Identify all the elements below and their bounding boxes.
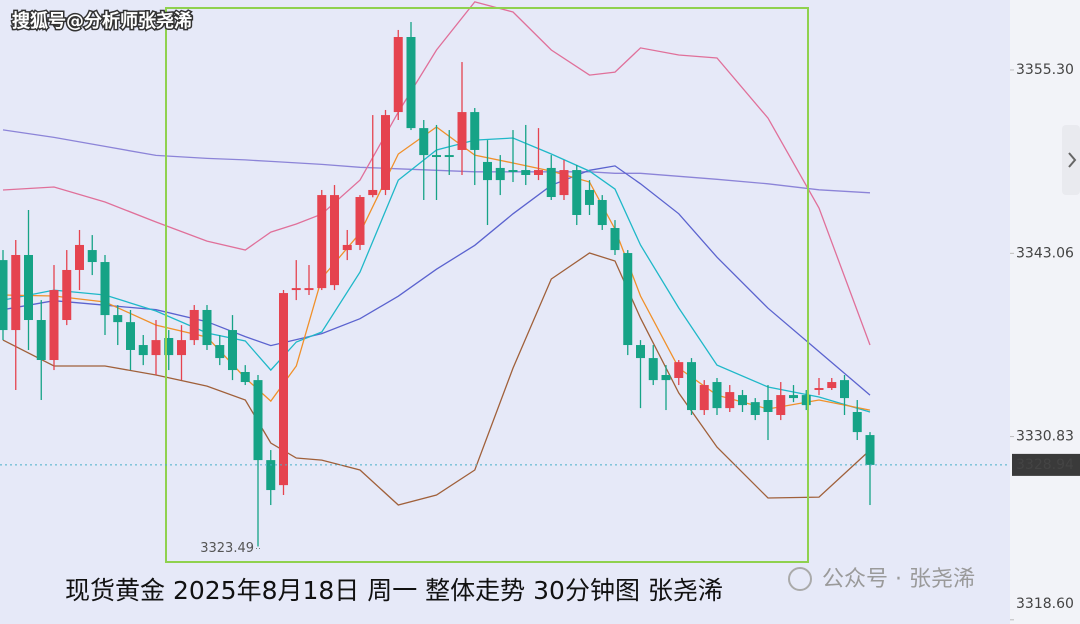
candle-body (330, 195, 339, 286)
candle-body (801, 395, 811, 406)
candle-body (393, 37, 403, 113)
candle-body (610, 228, 620, 251)
candle-body (279, 293, 288, 486)
candle-body (368, 189, 378, 196)
candle-body (11, 254, 21, 331)
candle-body (712, 382, 722, 409)
candle-body (852, 412, 862, 433)
candle-body (215, 345, 225, 359)
candle-body (419, 128, 429, 156)
low-annotation: 3323.49 (200, 541, 254, 556)
candle-body (291, 288, 301, 291)
candle-body (725, 392, 735, 409)
y-axis: 3355.30 3343.06 3330.83 3318.60 3328.94 3323.… (0, 62, 1080, 621)
candle-body (444, 155, 454, 158)
watermark: 搜狐号@分析师张尧浠 (12, 10, 192, 32)
candle-body (661, 374, 671, 381)
source-icon (788, 567, 812, 591)
candle-body (0, 260, 8, 331)
plot-background (0, 0, 1010, 624)
candle-body (559, 170, 569, 196)
candle-body (49, 290, 59, 361)
candle-body (776, 395, 786, 416)
candle-body (189, 309, 199, 341)
candle-body (840, 380, 849, 399)
candle-body (470, 112, 480, 150)
candle-body (572, 170, 582, 215)
candle-body (814, 388, 824, 390)
indicator-line (2, 1, 871, 346)
candle-body (406, 37, 416, 129)
candle-body (699, 385, 709, 411)
candle-body (381, 115, 390, 190)
candle-body (253, 380, 263, 461)
candle-body (648, 358, 658, 381)
candle-body (304, 288, 314, 291)
candle-body (789, 395, 798, 399)
current-price-label: 3328.94 (1016, 457, 1074, 473)
candle-body (87, 250, 97, 263)
candle-body (623, 253, 633, 346)
candle-body (457, 112, 467, 150)
candle-body (597, 200, 607, 226)
candle-body (636, 345, 645, 359)
candle-body (317, 195, 327, 289)
candle-body (508, 170, 518, 172)
chart-title: 现货黄金 2025年8月18日 周一 整体走势 30分钟图 张尧浠 (65, 576, 723, 605)
candle-body (75, 244, 84, 270)
candle-body (585, 189, 594, 205)
candle-body (36, 320, 46, 361)
expand-button[interactable] (1062, 125, 1080, 195)
candle-body (100, 262, 110, 316)
candle-body (534, 170, 543, 175)
candle-body (495, 167, 505, 181)
source: 公众号 · 张尧浠 (822, 567, 975, 592)
candles (0, 22, 875, 547)
candle-body (827, 382, 837, 389)
candle-body (342, 244, 352, 251)
candle-body (240, 372, 250, 383)
candle-body (266, 460, 276, 491)
y-tick-label: 3343.06 (1016, 245, 1074, 261)
candle-body (24, 254, 33, 321)
candle-body (113, 315, 123, 323)
candle-body (546, 167, 556, 198)
candle-body (521, 170, 531, 175)
candle-body (355, 197, 365, 245)
y-tick-label: 3355.30 (1016, 62, 1074, 78)
y-tick-label: 3330.83 (1016, 429, 1074, 445)
candle-body (687, 362, 696, 411)
candle-body (432, 155, 441, 158)
y-tick-label: 3318.60 (1016, 596, 1074, 612)
candle-body (483, 161, 492, 181)
highlight-box (165, 7, 809, 563)
candle-body (126, 322, 135, 350)
expand-arrow (1068, 152, 1077, 168)
candle-body (738, 395, 747, 406)
candle-body (138, 345, 148, 356)
candle-body (202, 309, 212, 346)
candle-body (177, 340, 186, 356)
candle-body (62, 269, 72, 321)
axis-panel (1010, 0, 1080, 624)
candle-body (865, 435, 875, 465)
candle-body (164, 337, 174, 356)
current-price-box (1012, 453, 1080, 476)
candle-body (674, 362, 684, 378)
candle-body (763, 400, 773, 413)
candle-body (750, 402, 760, 416)
candle-body (228, 330, 237, 371)
candle-body (151, 340, 161, 356)
